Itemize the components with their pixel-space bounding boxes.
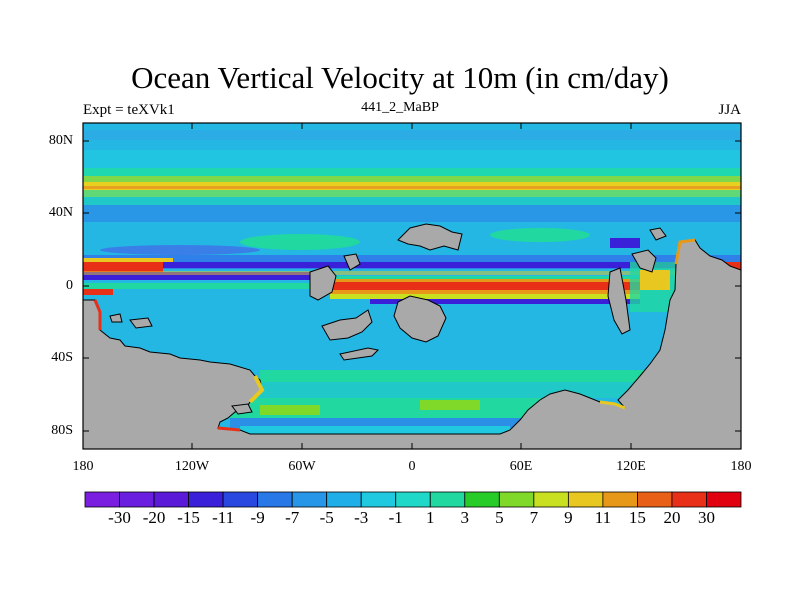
colorbar-label: -30 xyxy=(108,508,131,527)
lon-label: 180 xyxy=(72,459,94,474)
lat-label: 0 xyxy=(66,278,73,293)
map-field xyxy=(83,123,741,449)
colorbar-swatch xyxy=(360,491,397,508)
map-title: Ocean Vertical Velocity at 10m (in cm/da… xyxy=(131,60,669,95)
lat-label: 80S xyxy=(51,423,73,438)
colorbar-swatch xyxy=(533,491,569,508)
lat-label: 40S xyxy=(51,350,73,365)
colorbar-swatch xyxy=(671,491,707,508)
colorbar-swatch xyxy=(257,491,293,508)
colorbar-label: -15 xyxy=(177,508,200,527)
colorbar-label: -5 xyxy=(319,508,334,527)
colorbar-swatch xyxy=(637,491,673,508)
colorbar-label: -9 xyxy=(250,508,265,527)
colorbar-label: -20 xyxy=(142,508,166,527)
colorbar-swatch xyxy=(291,491,328,508)
colorbar-swatch xyxy=(395,491,431,508)
colorbar-swatch xyxy=(429,491,466,508)
colorbar-swatch xyxy=(326,491,362,508)
axis-ticks xyxy=(82,123,741,449)
colorbar-swatch xyxy=(602,491,638,508)
colorbar-swatch xyxy=(188,491,224,508)
colorbar-label: 9 xyxy=(564,508,573,527)
colorbar-swatch xyxy=(706,491,742,508)
colorbar-swatch xyxy=(84,491,120,508)
colorbar-label: -3 xyxy=(354,508,369,527)
colorbar-label: -11 xyxy=(212,508,235,527)
colorbar-swatch xyxy=(222,491,259,508)
colorbar-label: -7 xyxy=(285,508,300,527)
colorbar-swatch xyxy=(119,491,155,508)
lon-label: 180 xyxy=(730,459,752,474)
colorbar-swatch xyxy=(153,491,189,508)
lat-label: 80N xyxy=(48,133,73,148)
colorbar-swatch xyxy=(464,491,500,508)
colorbar-label: -1 xyxy=(388,508,403,527)
colorbar-label: 5 xyxy=(495,508,504,527)
colorbar-swatch xyxy=(567,491,604,508)
lon-label: 120E xyxy=(616,459,646,474)
experiment-label: Expt = teXVk1 xyxy=(83,102,175,118)
lon-label: 0 xyxy=(408,459,416,474)
season-label: JJA xyxy=(718,102,741,118)
lon-label: 120W xyxy=(174,459,210,474)
colorbar-label: 20 xyxy=(663,508,681,527)
colorbar-label: 3 xyxy=(460,508,470,527)
colorbar-label: 11 xyxy=(594,508,612,527)
colorbar-label: 15 xyxy=(628,508,646,527)
colorbar-label: 7 xyxy=(529,508,539,527)
lon-label: 60E xyxy=(509,459,533,474)
colorbar-swatch xyxy=(498,491,535,508)
colorbar-label: 30 xyxy=(697,508,715,527)
colorbar xyxy=(84,491,742,508)
lon-label: 60W xyxy=(288,459,316,474)
lat-label: 40N xyxy=(48,205,73,220)
period-label: 441_2_MaBP xyxy=(361,100,439,115)
colorbar-label: 1 xyxy=(426,508,435,527)
